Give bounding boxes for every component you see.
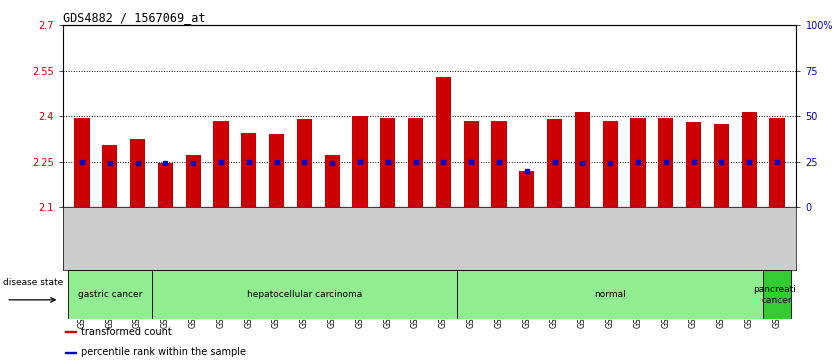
Bar — [769, 118, 785, 207]
Bar — [380, 118, 395, 207]
Text: disease state: disease state — [3, 278, 63, 287]
Bar — [464, 121, 479, 207]
Bar — [575, 112, 590, 207]
Text: percentile rank within the sample: percentile rank within the sample — [81, 347, 246, 357]
Bar — [457, 270, 763, 319]
Bar — [214, 121, 229, 207]
Bar — [658, 118, 674, 207]
Bar — [519, 171, 535, 207]
Bar — [297, 119, 312, 207]
Bar — [491, 121, 507, 207]
Text: GDS4882 / 1567069_at: GDS4882 / 1567069_at — [63, 11, 205, 24]
Bar — [714, 124, 729, 207]
Bar — [65, 331, 76, 332]
Text: gastric cancer: gastric cancer — [78, 290, 142, 299]
Bar — [352, 116, 368, 207]
Bar — [68, 270, 152, 319]
Bar — [152, 270, 457, 319]
Bar — [435, 77, 451, 207]
Bar — [241, 133, 256, 207]
Text: transformed count: transformed count — [81, 327, 172, 337]
Text: hepatocellular carcinoma: hepatocellular carcinoma — [247, 290, 362, 299]
Bar — [158, 163, 173, 207]
Bar — [602, 121, 618, 207]
Bar — [547, 119, 562, 207]
Bar — [741, 112, 757, 207]
Bar — [686, 122, 701, 207]
Bar — [130, 139, 145, 207]
Text: pancreatic
cancer: pancreatic cancer — [753, 285, 801, 305]
Bar — [74, 118, 90, 207]
Bar — [102, 145, 118, 207]
Bar — [269, 134, 284, 207]
Text: normal: normal — [595, 290, 626, 299]
Bar — [324, 155, 340, 207]
Bar — [631, 118, 646, 207]
Bar — [763, 270, 791, 319]
Bar — [408, 118, 423, 207]
Bar — [185, 155, 201, 207]
